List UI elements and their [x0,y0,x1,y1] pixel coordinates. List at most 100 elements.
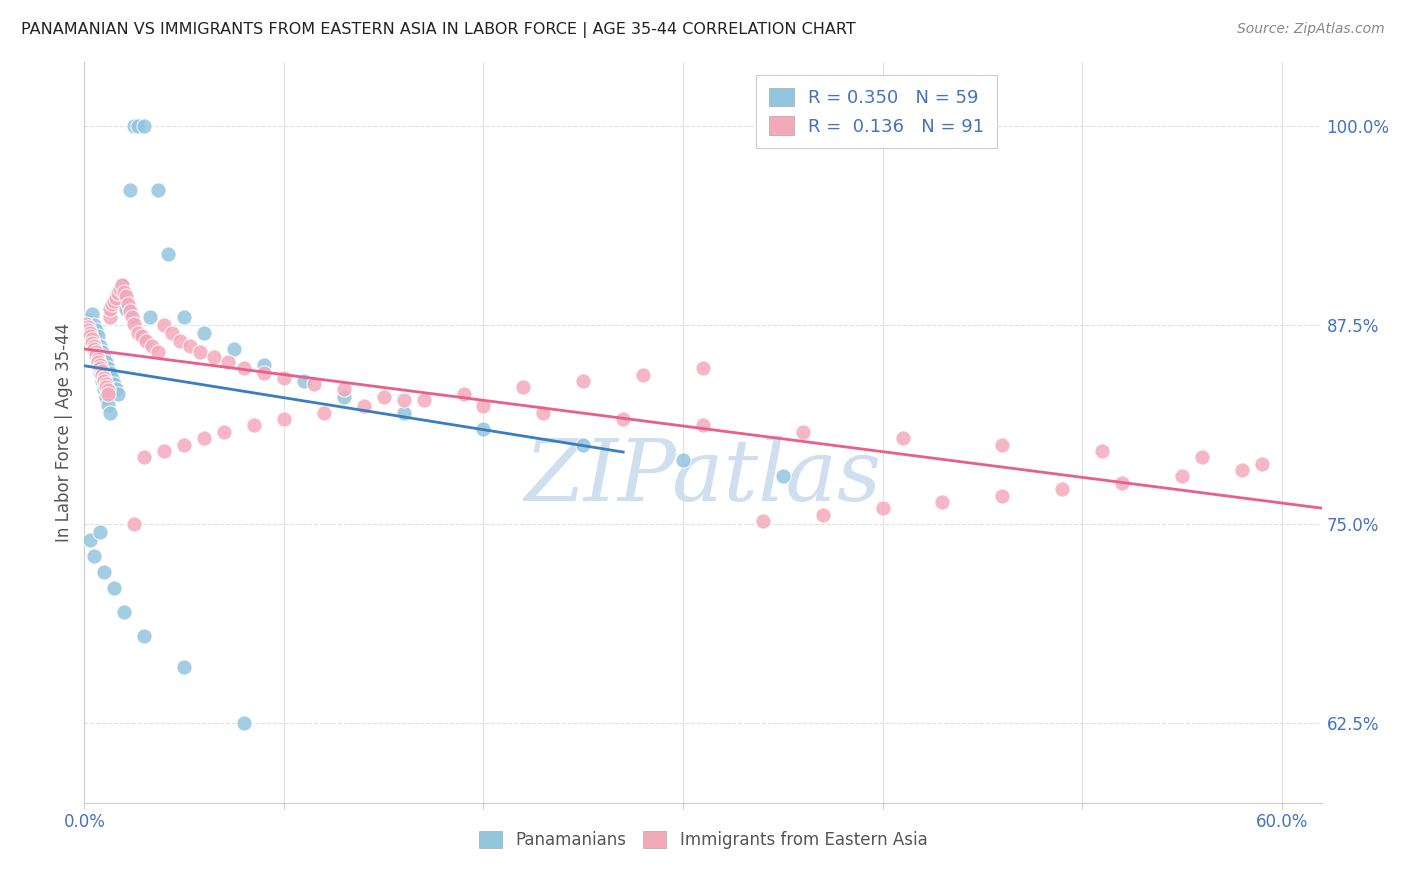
Point [96,355,118,369]
Point [811,508,834,522]
Point [127,119,149,133]
Point [79,329,101,343]
Point [75,313,97,327]
Point [98,310,121,325]
Point [173,437,195,451]
Point [103,581,125,595]
Point [79,326,101,340]
Point [1050,482,1073,496]
Point [111,278,134,293]
Point [1111,475,1133,490]
Point [273,370,295,384]
Point [93,350,115,364]
Point [117,297,139,311]
Point [122,317,145,331]
Point [97,384,120,398]
Point [772,469,794,483]
Text: Source: ZipAtlas.com: Source: ZipAtlas.com [1237,22,1385,37]
Point [87,358,110,372]
Point [333,390,356,404]
Point [222,342,245,356]
Point [98,302,121,317]
Point [87,355,110,369]
Point [792,425,814,439]
Point [212,425,235,439]
Point [173,310,195,325]
Point [193,326,215,340]
Point [312,406,335,420]
Point [120,183,142,197]
Point [243,418,266,433]
Point [1091,444,1114,458]
Point [572,374,595,388]
Point [98,406,121,420]
Point [1191,450,1213,465]
Point [931,495,953,509]
Point [392,406,415,420]
Point [93,374,115,388]
Point [112,605,135,619]
Point [472,400,495,414]
Point [115,289,138,303]
Point [333,382,356,396]
Point [512,380,534,394]
Point [93,382,115,396]
Point [134,119,156,133]
Point [86,345,108,359]
Point [672,453,695,467]
Text: PANAMANIAN VS IMMIGRANTS FROM EASTERN ASIA IN LABOR FORCE | AGE 35-44 CORRELATIO: PANAMANIAN VS IMMIGRANTS FROM EASTERN AS… [21,22,856,38]
Y-axis label: In Labor Force | Age 35-44: In Labor Force | Age 35-44 [55,323,73,542]
Point [79,533,101,547]
Point [752,514,775,528]
Point [1171,469,1194,483]
Point [112,294,135,309]
Point [891,431,914,445]
Point [115,302,138,317]
Point [79,319,101,334]
Point [110,286,132,301]
Point [631,368,654,382]
Point [302,377,325,392]
Point [97,361,120,376]
Point [87,351,110,366]
Point [87,329,110,343]
Point [112,285,135,299]
Point [273,412,295,426]
Point [82,334,104,348]
Point [82,333,104,347]
Point [86,350,108,364]
Point [292,374,315,388]
Point [134,629,156,643]
Point [105,382,128,396]
Point [122,517,145,532]
Point [96,390,118,404]
Point [692,418,714,433]
Point [188,345,211,359]
Point [692,361,714,376]
Point [83,342,105,356]
Point [101,370,124,384]
Point [83,549,105,563]
Legend: Panamanians, Immigrants from Eastern Asia: Panamanians, Immigrants from Eastern Asi… [467,820,939,861]
Point [121,310,143,325]
Point [110,281,132,295]
Point [111,278,134,293]
Point [86,348,108,362]
Point [97,398,120,412]
Point [96,380,118,394]
Point [612,412,634,426]
Point [89,339,111,353]
Point [193,431,215,445]
Point [531,406,554,420]
Point [179,339,201,353]
Point [253,366,276,380]
Point [103,377,125,392]
Point [135,334,157,348]
Point [202,350,225,364]
Point [93,370,115,384]
Point [83,339,105,353]
Point [872,501,894,516]
Point [86,323,108,337]
Point [157,246,180,260]
Point [120,303,142,318]
